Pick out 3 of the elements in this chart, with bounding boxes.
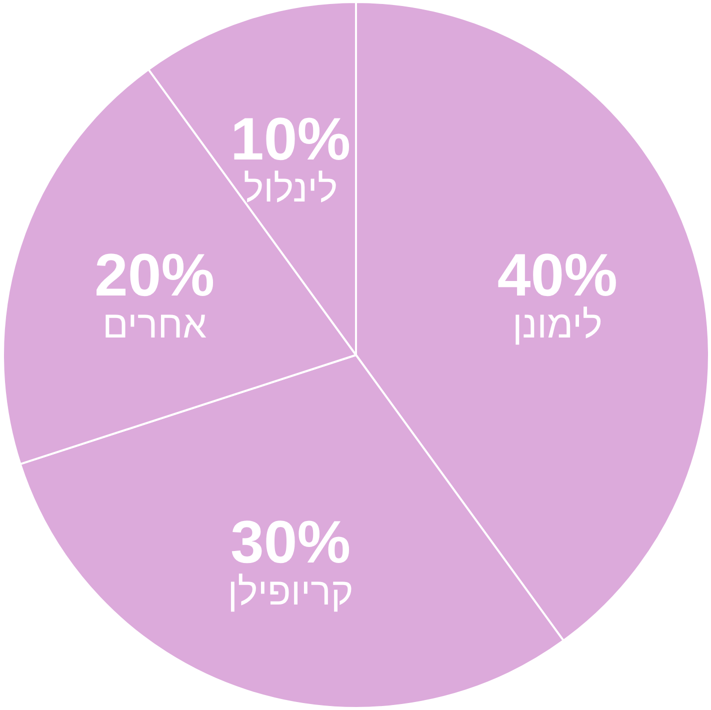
slice-label: קריופילן: [228, 571, 354, 614]
slice-label: לימונן: [512, 304, 602, 347]
slice-label: לינלול: [243, 168, 338, 211]
